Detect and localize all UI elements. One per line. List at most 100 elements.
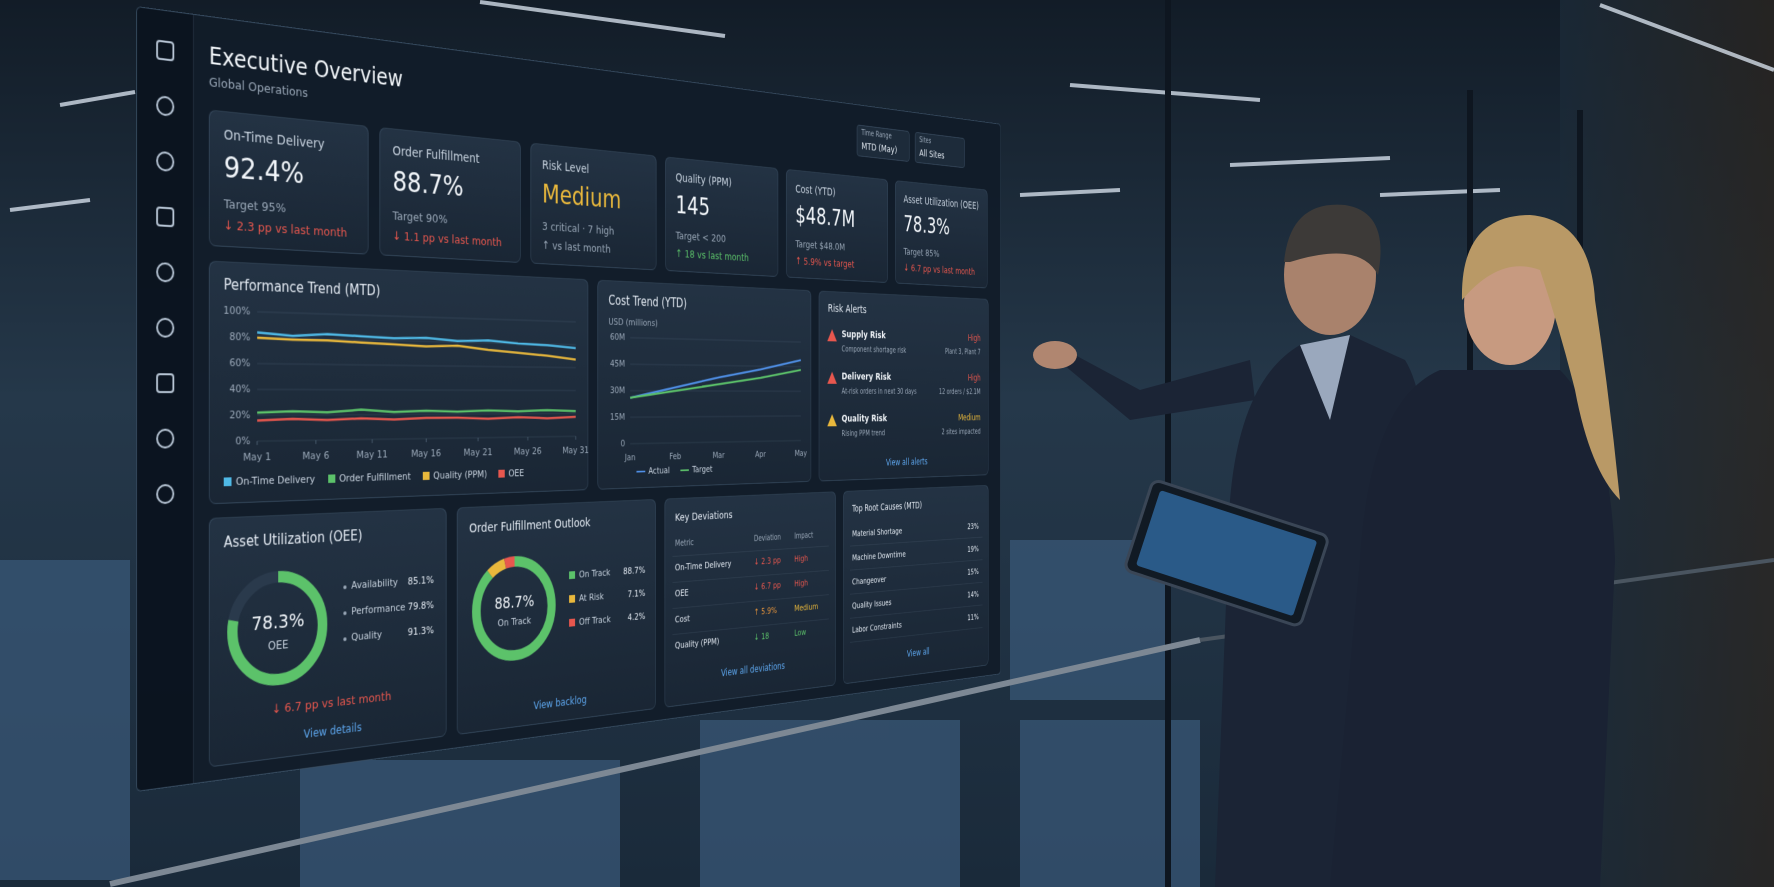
grid-line (257, 364, 576, 368)
kpi-title: On-Time Delivery (223, 127, 325, 153)
risk-alerts-card: Risk Alerts Supply Risk High Component shor… (818, 290, 989, 482)
y-tick-label: 20% (229, 408, 250, 421)
filter[interactable]: Time Range MTD (May) (856, 124, 910, 162)
warning-icon (827, 371, 837, 384)
kpi-change: ↓ 2.3 pp vs last month (223, 218, 348, 241)
legend-label: On-Time Delivery (235, 473, 315, 488)
nav-icon[interactable] (157, 207, 173, 226)
kpi-detail: Target 85% (903, 246, 940, 260)
kpi-change: ↓ 6.7 pp vs last month (903, 262, 975, 278)
card-title: Risk Alerts (827, 302, 867, 317)
outlook-card: Order Fulfillment Outlook 88.7% On Track On… (456, 498, 656, 735)
risk-name: Delivery Risk (841, 371, 892, 383)
row-divider (850, 536, 983, 547)
root-causes-card: Top Root Causes (MTD) Material Shortage 23… (843, 484, 989, 685)
cause-name: Changeover (852, 574, 887, 587)
performance-card: Performance Trend (MTD) 0% 20% 40% 60% 80% 100… (208, 260, 589, 505)
risk-level: High (967, 332, 981, 344)
donut-value: 88.7% (494, 593, 534, 614)
segment-value: 88.7% (623, 564, 646, 577)
y-tick-label: 100% (223, 304, 250, 318)
x-tick-label: May 31 (562, 444, 589, 456)
sidebar (136, 7, 194, 791)
impact: High (794, 553, 809, 565)
filter-value: All Sites (919, 147, 945, 162)
metric-value: 91.3% (407, 624, 434, 639)
line-chart: 0 15M 30M 45M 60M Jan Feb Mar Apr May (610, 331, 807, 463)
cause-value: 15% (967, 566, 979, 577)
metric: OEE (674, 587, 689, 600)
kpi-card: Risk Level Medium 3 critical · 7 high ↑ vs … (530, 142, 657, 271)
metric-value: 85.1% (407, 573, 434, 588)
legend-swatch (498, 469, 505, 478)
series-line (257, 417, 576, 421)
column-header: Deviation (753, 533, 781, 544)
kpi-title: Cost (YTD) (795, 183, 836, 200)
y-tick-label: 60M (610, 331, 625, 343)
risk-scope: 2 sites impacted (941, 427, 981, 437)
kpi-detail: Target $48.0M (795, 238, 846, 254)
x-tick-label: May 26 (514, 445, 542, 457)
nav-icon[interactable] (157, 96, 173, 115)
kpi-title: Risk Level (542, 158, 590, 177)
bullet (343, 585, 347, 590)
deviation: ↓ 18 (753, 630, 770, 643)
y-tick-label: 80% (229, 330, 250, 343)
series-line (257, 409, 576, 413)
grid-line (257, 312, 576, 322)
filter[interactable]: Sites All Sites (914, 131, 965, 169)
warning-triangle (827, 371, 837, 384)
link[interactable]: View all (906, 646, 930, 660)
legend-item: Actual (636, 465, 670, 477)
kpi-detail: Target 90% (392, 209, 448, 227)
series-line (630, 368, 801, 398)
x-tick-label: May 11 (356, 448, 387, 461)
grid-line (257, 389, 576, 390)
column-header: Impact (794, 531, 814, 541)
kpi-value: 92.4% (223, 150, 305, 191)
cause-value: 14% (967, 589, 979, 600)
legend-swatch (636, 470, 646, 473)
metric-name: Availability (351, 576, 398, 592)
ceiling-lights (9, 0, 1774, 212)
segment-name: Off Track (579, 613, 611, 628)
risk-name: Quality Risk (841, 413, 888, 425)
nav-icon[interactable] (157, 430, 173, 448)
x-tick-label: May 21 (464, 446, 493, 458)
cause-value: 11% (967, 612, 979, 623)
series-line (630, 357, 801, 398)
impact: Low (794, 626, 807, 639)
kpi-change: ↓ 1.1 pp vs last month (392, 229, 502, 250)
risk-scope: 12 orders / $2.1M (938, 388, 981, 397)
deviations-card: Key Deviations Metric Deviation Impact On-Ti… (664, 491, 836, 708)
donut-chart: 78.3% OEE (219, 558, 336, 701)
y-tick-label: 45M (610, 358, 625, 369)
legend-label: Quality (PPM) (433, 468, 488, 482)
card-title: Key Deviations (674, 509, 733, 525)
person-woman (1124, 215, 1620, 887)
kpi-change: ↑ vs last month (542, 239, 611, 257)
warning-triangle (827, 414, 837, 427)
link[interactable]: View backlog (533, 693, 587, 712)
link[interactable]: View all alerts (885, 456, 928, 468)
x-tick-label: May (795, 448, 807, 459)
kpi-card: Quality (PPM) 145 Target < 200 ↑ 18 vs last… (665, 156, 779, 277)
link[interactable]: View all deviations (720, 660, 785, 679)
nav-icon[interactable] (157, 374, 173, 392)
nav-icon[interactable] (157, 263, 173, 282)
legend-item: Quality (PPM) (422, 468, 488, 482)
nav-icon[interactable] (157, 41, 173, 61)
nav-icon[interactable] (157, 319, 173, 337)
legend-swatch (569, 618, 576, 627)
nav-icon[interactable] (157, 485, 173, 503)
legend-item: Order Fulfillment (327, 470, 411, 485)
railing (109, 637, 1201, 887)
cause-value: 23% (967, 521, 979, 532)
legend-item: OEE (498, 467, 524, 479)
cause-name: Quality Issues (852, 597, 892, 611)
kpi-card: Cost (YTD) $48.7M Target $48.0M ↑ 5.9% vs t… (785, 168, 888, 283)
segment-name: On Track (579, 566, 611, 581)
nav-icon[interactable] (157, 152, 173, 171)
filter-value: MTD (May) (861, 140, 898, 157)
